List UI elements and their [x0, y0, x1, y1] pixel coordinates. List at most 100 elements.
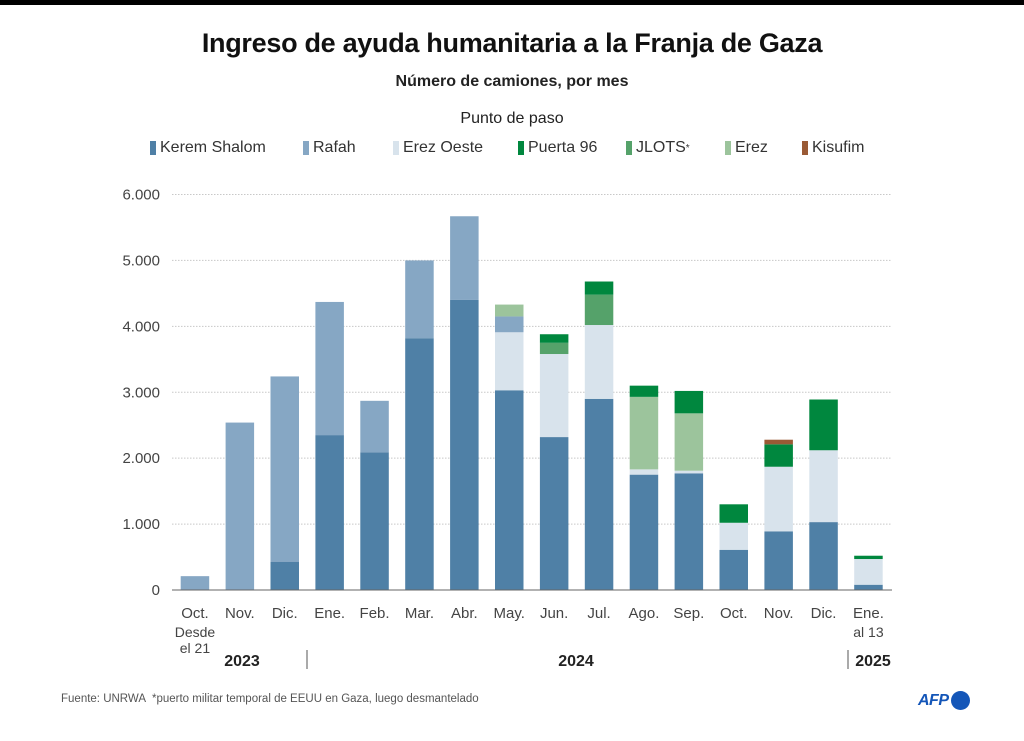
bar-segment-kerem-shalom [629, 474, 659, 590]
legend-item-kerem-shalom: Kerem Shalom [150, 139, 266, 157]
x-tick-label: Sep. [673, 605, 704, 622]
x-tick-label: Nov. [225, 605, 255, 622]
year-label: 2024 [558, 653, 594, 670]
y-tick-label: 1.000 [122, 516, 160, 533]
bar-segment-puerta-96 [629, 385, 659, 397]
legend-title: Punto de paso [460, 110, 564, 127]
x-tick-label: Mar. [405, 605, 434, 622]
bar-segment-puerta-96 [539, 334, 569, 343]
afp-logo-dot-icon [950, 691, 970, 710]
x-tick-sublabel: el 21 [180, 640, 211, 656]
bar-segment-rafah [225, 422, 255, 590]
bar-segment-erez [674, 413, 704, 471]
bar-segment-erez-oeste [539, 354, 569, 438]
year-label: 2025 [855, 653, 891, 670]
legend-label: JLOTS [636, 139, 686, 156]
legend-label: Puerta 96 [528, 139, 598, 156]
legend-item-rafah: Rafah [303, 139, 356, 157]
y-tick-label: 3.000 [122, 384, 160, 401]
bar-segment-puerta-96 [584, 281, 614, 295]
footnote: *puerto militar temporal de EEUU en Gaza… [152, 693, 479, 705]
afp-logo: AFP [918, 691, 970, 710]
bar-segment-jlots [584, 294, 614, 326]
legend-label: Rafah [313, 139, 356, 156]
bar-segment-kerem-shalom [809, 522, 838, 590]
legend-label: Erez [735, 139, 768, 156]
source-note: Fuente: UNRWA [61, 693, 146, 705]
x-tick-label: Nov. [764, 605, 794, 622]
x-tick-label: Dic. [272, 605, 298, 622]
bar-segment-kerem-shalom [450, 299, 479, 590]
bar-segment-erez-oeste [674, 470, 704, 474]
legend-swatch [303, 141, 309, 155]
x-tick-label: Jun. [540, 605, 568, 622]
bar-segment-kerem-shalom [405, 338, 434, 590]
y-tick-label: 5.000 [122, 252, 160, 269]
chart-title: Ingreso de ayuda humanitaria a la Franja… [201, 28, 823, 58]
legend-label: Kisufim [812, 139, 865, 156]
x-tick-label: Abr. [451, 605, 478, 622]
y-tick-label: 6.000 [122, 187, 160, 204]
bar-segment-kerem-shalom [719, 549, 748, 590]
bar-segment-erez-oeste [495, 332, 524, 391]
x-tick-sublabel: Desde [175, 624, 216, 640]
bar-segment-kerem-shalom [854, 584, 883, 590]
bar-segment-erez-oeste [584, 325, 614, 399]
bar-segment-kerem-shalom [674, 473, 704, 590]
bar-segment-rafah [450, 216, 479, 300]
bar-segment-erez [495, 304, 524, 317]
x-tick-label: May. [494, 605, 525, 622]
bar-segment-kerem-shalom [584, 398, 614, 590]
legend-swatch [393, 141, 399, 155]
y-tick-label: 0 [152, 582, 160, 599]
bar-segment-kerem-shalom [495, 390, 524, 590]
bar-segment-kerem-shalom [764, 531, 793, 590]
legend-swatch [725, 141, 731, 155]
legend-item-jlots: JLOTS * [626, 139, 690, 157]
x-tick-label: Oct. [181, 605, 209, 622]
bar-segment-erez-oeste [629, 469, 659, 475]
bar-segment-rafah [360, 400, 389, 453]
bar-segment-erez-oeste [809, 450, 838, 523]
bar-segment-rafah [405, 260, 434, 339]
x-tick-sublabel: al 13 [853, 624, 884, 640]
bar-segment-rafah [315, 301, 344, 436]
legend-item-erez-oeste: Erez Oeste [393, 139, 483, 157]
bar-segment-rafah [180, 576, 210, 590]
bar-segment-erez-oeste [719, 522, 748, 550]
bar-segment-kisufim [764, 439, 793, 445]
x-tick-label: Ago. [629, 605, 660, 622]
bar-segment-rafah [270, 376, 299, 562]
bar-segment-puerta-96 [719, 504, 748, 523]
legend-item-kisufim: Kisufim [802, 139, 864, 157]
legend-swatch [802, 141, 808, 155]
legend-footnote-marker: * [685, 142, 690, 154]
bar-segment-jlots [539, 342, 569, 355]
bar-segment-puerta-96 [764, 444, 793, 467]
legend-label: Kerem Shalom [160, 139, 266, 156]
y-tick-label: 2.000 [122, 450, 160, 467]
x-tick-label: Dic. [811, 605, 837, 622]
bar-segment-kerem-shalom [360, 452, 389, 590]
bar-segment-rafah [495, 316, 524, 333]
bar-segment-erez-oeste [854, 559, 883, 585]
x-tick-label: Ene. [853, 605, 884, 622]
legend-swatch [150, 141, 156, 155]
bar-segment-kerem-shalom [315, 435, 344, 590]
bar-segment-kerem-shalom [270, 561, 299, 590]
bar-segment-puerta-96 [809, 399, 838, 451]
legend-swatch [518, 141, 524, 155]
bar-segment-erez [629, 396, 659, 470]
year-label: 2023 [224, 653, 260, 670]
bar-segment-erez-oeste [764, 466, 793, 532]
legend-item-erez: Erez [725, 139, 768, 157]
x-tick-label: Oct. [720, 605, 748, 622]
bar-segment-puerta-96 [854, 555, 883, 560]
x-tick-label: Feb. [360, 605, 390, 622]
y-tick-label: 4.000 [122, 318, 160, 335]
x-tick-label: Ene. [314, 605, 345, 622]
legend-item-puerta-96: Puerta 96 [518, 139, 597, 157]
legend: Kerem Shalom Rafah Erez Oeste Puerta 96 JLOT… [0, 139, 1024, 161]
bar-segment-puerta-96 [674, 390, 704, 414]
